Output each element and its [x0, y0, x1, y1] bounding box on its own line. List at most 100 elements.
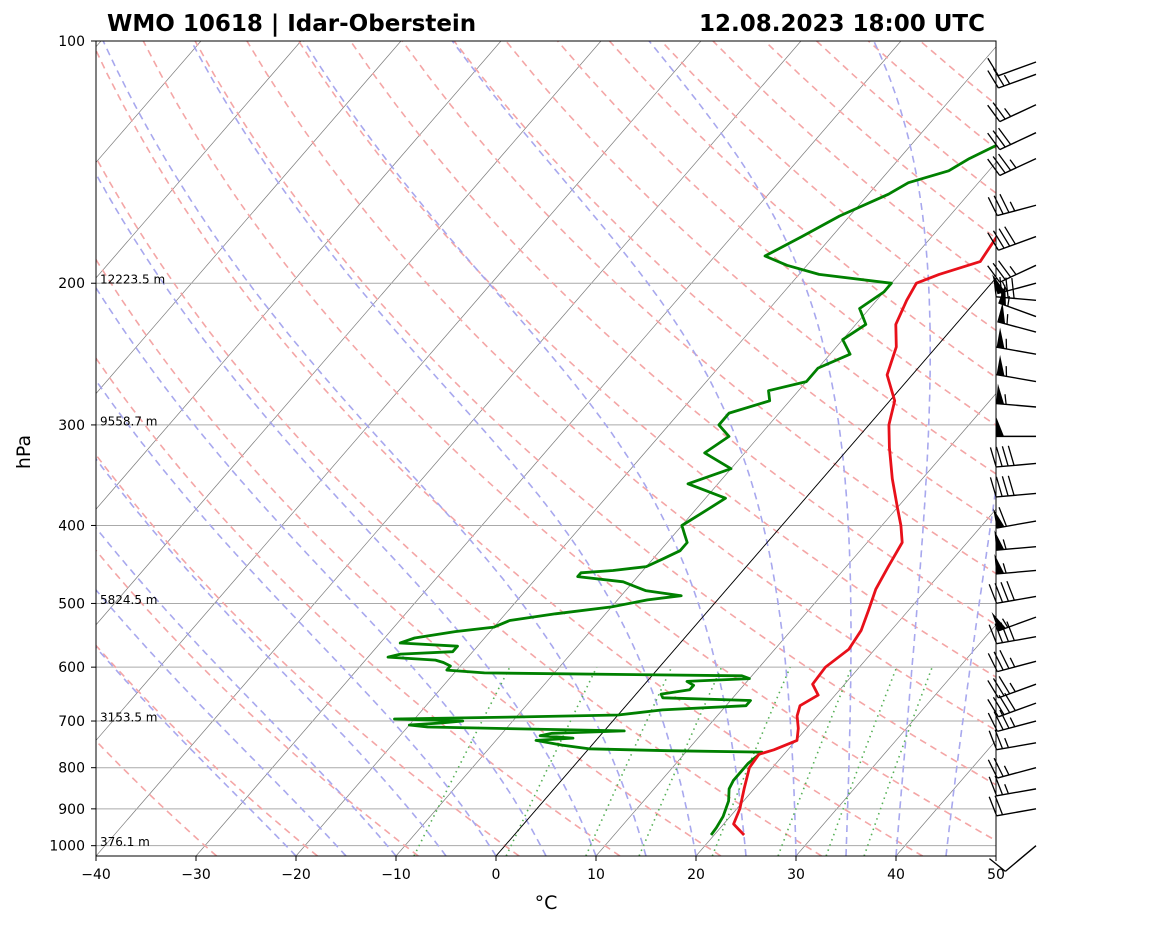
dry-adiabat-line — [349, 41, 996, 626]
barb-full-feather — [992, 68, 1005, 87]
barb-full-feather — [992, 130, 1006, 148]
barb-half-feather — [1004, 107, 1012, 117]
barb-shaft — [996, 788, 1037, 797]
wind-barb — [988, 775, 1037, 797]
x-tick-label: 30 — [787, 867, 805, 883]
isotherm-line — [195, 41, 902, 856]
barb-full-feather — [994, 729, 1004, 749]
barb-half-feather — [1006, 314, 1009, 325]
barb-full-feather — [988, 584, 998, 604]
barb-full-feather — [1011, 278, 1015, 299]
barb-shaft — [996, 545, 1037, 551]
barb-shaft — [996, 636, 1037, 645]
wind-barb — [987, 226, 1037, 251]
wind-barb — [998, 284, 1037, 318]
height-label: 9558.7 m — [100, 414, 158, 428]
barb-full-feather — [998, 127, 1012, 145]
y-tick-label: 200 — [58, 276, 85, 292]
moist-adiabat-line — [102, 41, 647, 856]
isotherm-line — [96, 41, 402, 395]
moist-adiabat-line — [190, 41, 697, 856]
barb-half-feather — [1003, 765, 1010, 776]
dry-adiabat-line — [142, 41, 996, 842]
isotherm-line — [895, 739, 996, 856]
barb-full-feather — [987, 132, 1001, 150]
x-tick-label: 40 — [887, 867, 905, 883]
wind-barb — [994, 530, 1037, 551]
barb-full-feather — [1006, 621, 1015, 641]
dry-adiabat-line — [96, 156, 823, 856]
barb-half-feather — [1004, 394, 1007, 405]
barb-shaft — [998, 702, 1037, 718]
barb-full-feather — [1006, 580, 1015, 601]
mixing-ratio-line — [413, 666, 511, 856]
barb-flag — [997, 302, 1006, 324]
barb-flag — [994, 554, 1005, 574]
wind-barb — [989, 445, 1037, 468]
moist-adiabat-line — [96, 588, 347, 856]
barb-half-feather — [1001, 618, 1009, 628]
dry-adiabat-line — [96, 739, 218, 856]
wind-barb — [987, 676, 1037, 699]
barb-shaft — [996, 462, 1037, 468]
y-axis-label: hPa — [13, 435, 35, 469]
barb-flag — [996, 354, 1005, 377]
barb-flag — [996, 416, 1004, 437]
x-tick-label: 20 — [687, 867, 705, 883]
isotherm-line — [96, 41, 502, 510]
temperature-profile-line — [732, 235, 996, 836]
wind-barb — [989, 845, 1037, 872]
wind-barbs — [987, 57, 1037, 872]
wind-barb — [987, 193, 1037, 217]
barb-full-feather — [999, 649, 1010, 669]
isotherm-line — [995, 855, 996, 856]
barb-shaft — [998, 73, 1037, 89]
y-tick-label: 100 — [58, 34, 85, 50]
barb-full-feather — [998, 676, 1011, 695]
barb-full-feather — [1004, 692, 1016, 711]
barb-full-feather — [988, 624, 998, 644]
dry-adiabat-line — [401, 41, 996, 575]
barb-full-feather — [1004, 226, 1016, 245]
barb-shaft — [999, 132, 1037, 151]
barb-shaft — [999, 157, 1037, 177]
barb-full-feather — [987, 265, 1001, 283]
barb-full-feather — [1001, 446, 1009, 467]
barb-shaft — [996, 595, 1037, 605]
barb-full-feather — [993, 711, 1004, 731]
barb-full-feather — [987, 653, 998, 672]
dry-adiabat-line — [298, 41, 996, 678]
dry-adiabat-line — [919, 41, 996, 106]
barb-full-feather — [987, 680, 999, 699]
dry-adiabat-line — [96, 356, 621, 856]
barb-half-feather — [1007, 296, 1010, 307]
dry-adiabat-line — [96, 453, 520, 856]
wind-barb — [987, 709, 1037, 733]
barb-full-feather — [992, 102, 1006, 120]
barb-full-feather — [987, 712, 998, 732]
wind-barb — [988, 795, 1037, 817]
barb-half-feather — [1004, 737, 1010, 748]
isotherm-line — [595, 393, 996, 856]
barb-full-feather — [987, 232, 999, 251]
barb-shaft — [997, 204, 1037, 217]
moist-adiabat-line — [451, 41, 797, 856]
x-tick-label: 50 — [987, 867, 1005, 883]
y-tick-label: 600 — [58, 660, 85, 676]
y-tick-label: 500 — [58, 596, 85, 612]
barb-full-feather — [992, 230, 1005, 249]
wind-barb — [992, 274, 1037, 295]
barb-full-feather — [998, 153, 1012, 171]
barb-flag — [993, 508, 1005, 529]
barb-full-feather — [992, 262, 1006, 281]
barb-flag — [992, 274, 1006, 294]
y-tick-label: 400 — [58, 518, 85, 534]
wind-barb — [996, 383, 1037, 408]
isotherm-line — [395, 161, 996, 856]
axis-ticks: −40 −30 −20 −10 0 10 20 30 40 50 100 200 300 400 500 60… — [49, 34, 1005, 883]
mixing-ratio-line — [825, 666, 898, 856]
wind-barb — [987, 68, 1037, 89]
barb-full-feather — [1005, 277, 1009, 298]
dry-adiabat-line — [505, 41, 996, 475]
